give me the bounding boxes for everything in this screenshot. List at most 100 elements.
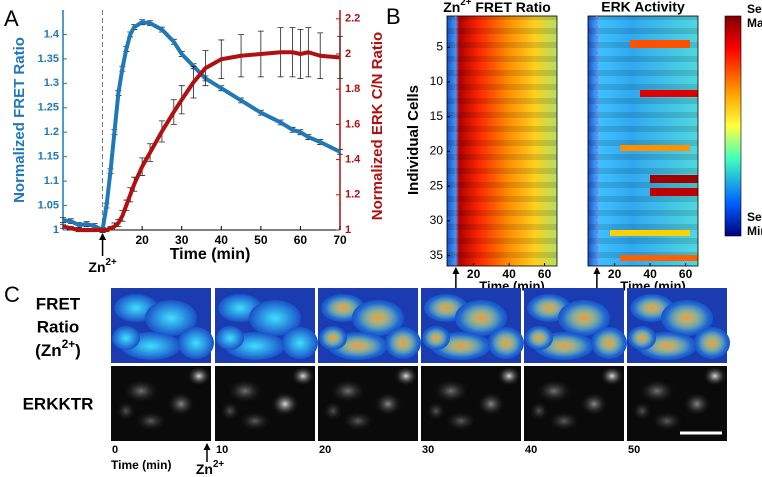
cell-fret xyxy=(145,300,197,336)
cell-erk xyxy=(220,401,240,421)
annotation-arrowhead xyxy=(203,443,211,450)
series-line xyxy=(62,50,341,232)
cell-erk xyxy=(683,392,711,416)
y-tick-label: 1.25 xyxy=(38,102,59,114)
heatmap-rows xyxy=(447,16,557,266)
y-tick-label: 10 xyxy=(430,74,444,88)
heatmap-frame xyxy=(587,15,699,267)
x-tick-label: 40 xyxy=(502,267,516,281)
x-tick-label: 50 xyxy=(254,233,268,247)
cell-erk xyxy=(651,411,683,431)
heatmap-title-base: Zn xyxy=(443,0,460,15)
cell-fret xyxy=(216,326,244,350)
annotation-arrowhead xyxy=(99,233,107,240)
y2-tick-label: 2 xyxy=(345,48,351,60)
heatmap-title: ERK Activity xyxy=(601,0,685,15)
heatmap-erk-hot-rows xyxy=(610,40,698,261)
cell-erk xyxy=(445,411,477,431)
cell-erk xyxy=(529,401,549,421)
time-label: 10 xyxy=(216,444,228,456)
x-tick-label: 20 xyxy=(467,267,481,281)
heatmap-title: Zn2+ FRET Ratio xyxy=(443,0,551,15)
y-tick-label: 1 xyxy=(53,224,59,236)
cell-fret-hot xyxy=(460,303,502,333)
cell-erk xyxy=(135,411,167,431)
row-label-sup: 2+ xyxy=(62,337,76,351)
cell-erk xyxy=(227,379,263,403)
y2-tick-label: 1.6 xyxy=(345,118,360,130)
row-label-base: (Zn xyxy=(35,341,61,360)
cell-fret xyxy=(249,300,301,336)
x-axis-label: Time (min) xyxy=(111,458,171,472)
y-tick-label: 1.3 xyxy=(44,77,59,89)
cell-erk xyxy=(330,379,366,403)
row-label: (Zn2+) xyxy=(35,337,81,360)
cell-erk xyxy=(116,401,136,421)
annotation-arrowhead xyxy=(452,267,460,274)
y-tick-label: 5 xyxy=(436,39,443,53)
time-label: 50 xyxy=(628,444,640,456)
cell-fret-hot xyxy=(697,330,727,356)
y2-axis-label: Normalized ERK C/N Ratio xyxy=(369,32,386,220)
colorbar xyxy=(724,15,742,237)
cell-erk xyxy=(632,401,652,421)
y-tick-label: 15 xyxy=(430,109,444,123)
cell-fret-hot xyxy=(634,296,670,320)
x-tick-label: 60 xyxy=(294,233,308,247)
row-label: Ratio xyxy=(37,317,80,336)
colorbar-label: Max xyxy=(747,16,762,30)
cell-erk xyxy=(374,392,402,416)
y-axis-label: Normalized FRET Ratio xyxy=(11,37,28,203)
cell-fret-hot xyxy=(428,296,464,320)
cell-fret xyxy=(282,327,318,359)
cell-fret-hot xyxy=(321,328,345,348)
cell-fret-hot xyxy=(666,303,708,333)
annotation-label-base: Zn xyxy=(88,259,105,275)
heatmap-frame xyxy=(446,15,558,267)
cell-erk xyxy=(323,401,343,421)
y-tick-label: 35 xyxy=(430,248,444,262)
x-axis-label: Time (min) xyxy=(170,246,251,263)
cell-erk xyxy=(497,366,521,386)
annotation-label-sup: 2+ xyxy=(213,459,224,470)
cell-erk xyxy=(239,411,271,431)
cell-erk xyxy=(291,366,315,386)
annotation-label-base: Zn xyxy=(196,461,213,477)
x-tick-label: 40 xyxy=(215,233,229,247)
cell-fret-hot xyxy=(491,330,521,356)
cell-erk xyxy=(123,379,159,403)
colorbar-label: Sensor xyxy=(747,2,762,16)
row-label: FRET xyxy=(36,294,81,313)
cell-erk xyxy=(342,411,374,431)
cell-erk xyxy=(639,379,675,403)
cell-fret-hot xyxy=(531,296,567,320)
colorbar-label: Min xyxy=(747,224,762,238)
cell-erk xyxy=(580,392,608,416)
annotation-arrowhead xyxy=(593,267,601,274)
y-tick-label: 1.35 xyxy=(38,53,59,65)
panel-letter: C xyxy=(4,282,20,307)
y-tick-label: 1.1 xyxy=(44,175,59,187)
cell-erk xyxy=(271,392,299,416)
time-label: 30 xyxy=(422,444,434,456)
cell-fret-hot xyxy=(630,328,654,348)
cell-fret-hot xyxy=(325,296,361,320)
cell-erk xyxy=(600,366,624,386)
x-tick-label: 20 xyxy=(608,267,622,281)
y2-tick-label: 1.8 xyxy=(345,83,360,95)
cell-fret-hot xyxy=(527,328,551,348)
y-tick-label: 1.4 xyxy=(44,28,60,40)
heatmap-title-sup: 2+ xyxy=(460,0,471,8)
y2-tick-label: 1 xyxy=(345,224,351,236)
y-tick-label: 20 xyxy=(430,144,444,158)
x-tick-label: 70 xyxy=(333,233,347,247)
cell-fret-hot xyxy=(388,330,418,356)
cell-erk xyxy=(426,401,446,421)
cell-erk xyxy=(187,366,211,386)
y2-tick-label: 1.2 xyxy=(345,189,360,201)
cell-erk xyxy=(703,366,727,386)
colorbar-label: Sensor xyxy=(747,210,762,224)
cell-fret-hot xyxy=(563,303,605,333)
y-tick-label: 1.2 xyxy=(44,126,59,138)
